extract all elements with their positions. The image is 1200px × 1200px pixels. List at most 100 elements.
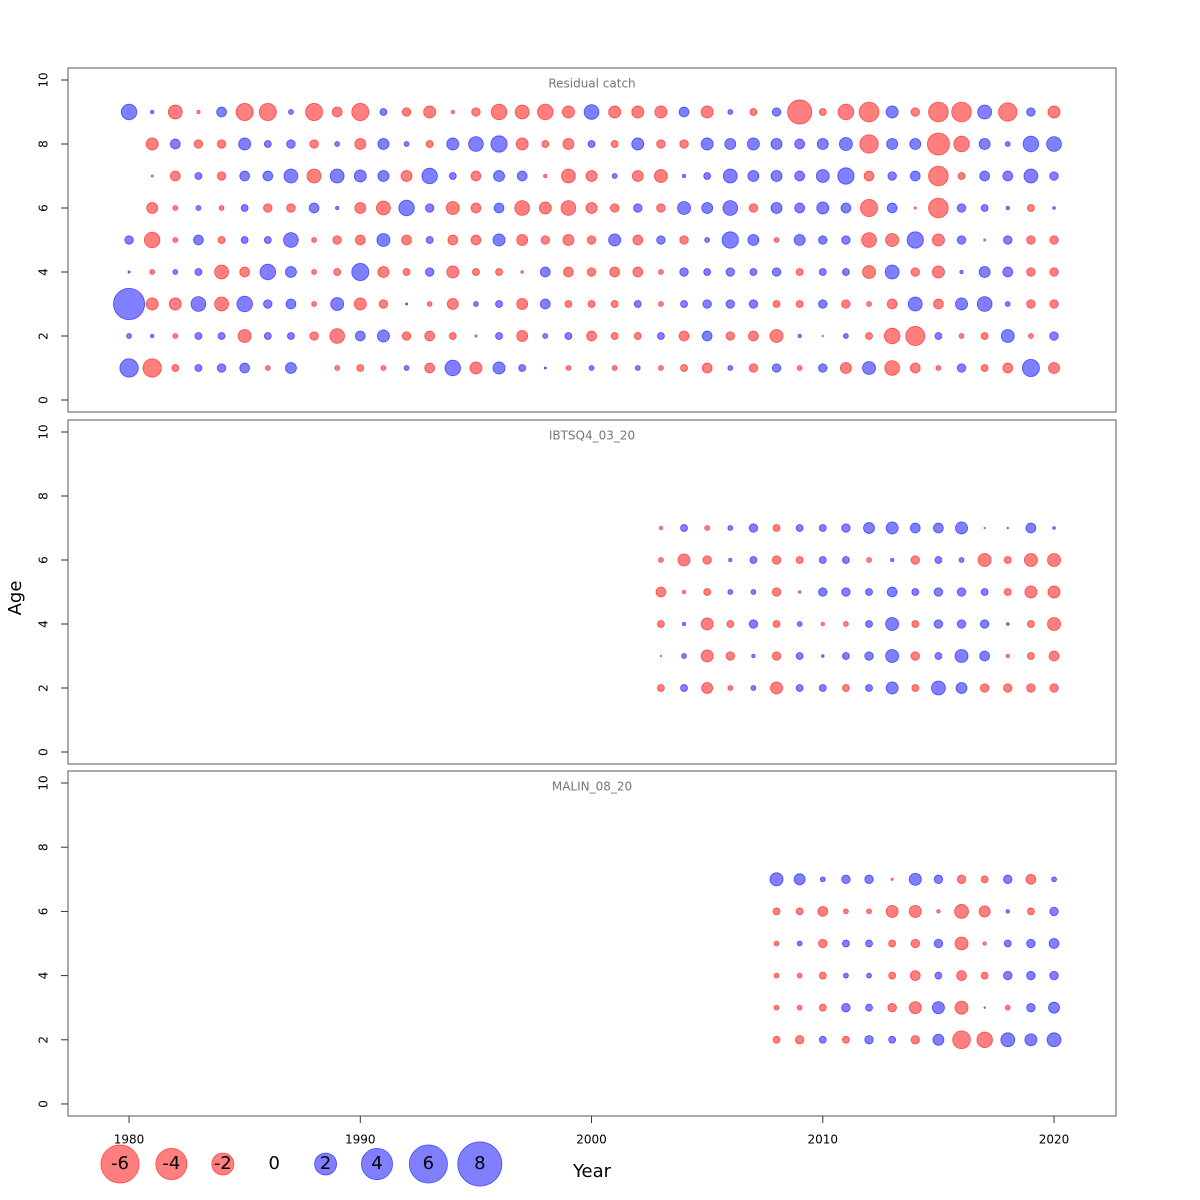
legend-bubble <box>408 1144 448 1184</box>
bubble <box>169 170 181 182</box>
bubble <box>885 105 899 119</box>
bubble <box>1005 909 1010 914</box>
bubble <box>842 684 850 692</box>
bubble <box>585 202 598 214</box>
bubble <box>815 169 830 183</box>
bubble <box>190 296 207 312</box>
bubble <box>424 330 435 342</box>
bubble <box>886 138 899 150</box>
bubble <box>795 652 804 660</box>
bubble <box>1027 907 1035 916</box>
bubble <box>796 1004 803 1011</box>
bubble <box>540 235 550 245</box>
bubble <box>172 205 179 211</box>
bubble <box>796 972 803 979</box>
y-axis-label: Age <box>5 581 26 616</box>
bubble <box>401 107 412 117</box>
bubble <box>493 170 505 182</box>
bubble <box>1005 205 1010 211</box>
bubble <box>330 297 345 311</box>
bubble <box>492 361 506 375</box>
bubble <box>931 1001 945 1015</box>
bubble <box>240 236 249 244</box>
bubble <box>678 330 690 342</box>
y-tick-label: 4 <box>37 268 51 276</box>
bubble <box>773 1004 780 1011</box>
bubble <box>286 139 296 149</box>
bubble <box>1022 135 1040 153</box>
bubble <box>843 621 849 627</box>
bubble <box>677 201 691 215</box>
bubble <box>770 202 783 214</box>
bubble <box>818 299 828 309</box>
y-tick-label: 0 <box>37 396 51 404</box>
bubble <box>859 134 879 154</box>
bubble <box>1048 1001 1060 1014</box>
bubble <box>258 103 277 121</box>
bubble <box>910 938 920 949</box>
bubble <box>656 203 666 213</box>
bubble <box>657 332 665 340</box>
bubble <box>1047 585 1061 599</box>
bubble <box>171 364 180 372</box>
bubble <box>906 231 924 249</box>
bubble <box>217 236 226 244</box>
bubble <box>1049 171 1059 181</box>
y-tick-label: 8 <box>37 492 51 500</box>
bubble <box>305 103 323 121</box>
bubble <box>679 139 689 149</box>
bubble <box>722 200 739 216</box>
bubble <box>816 201 830 215</box>
bubble <box>979 683 990 693</box>
bubble <box>334 365 341 371</box>
bubble <box>866 301 872 307</box>
bubble <box>883 327 901 345</box>
bubble <box>425 236 434 244</box>
bubble <box>980 332 989 340</box>
bubble <box>239 170 251 182</box>
bubble <box>1027 652 1035 660</box>
bubble <box>633 332 642 340</box>
bubble <box>955 682 968 694</box>
bubble <box>216 106 227 118</box>
bubble <box>1047 617 1061 631</box>
bubble <box>470 202 482 214</box>
bubble <box>795 300 804 308</box>
bubble <box>585 170 598 182</box>
bubble <box>769 872 784 887</box>
bubble <box>1049 906 1059 917</box>
bubble <box>885 233 900 247</box>
bubble <box>264 365 271 371</box>
bubble <box>704 237 711 243</box>
bubble <box>1003 970 1013 981</box>
bubble <box>1046 136 1062 152</box>
bubble <box>633 300 642 308</box>
bubble <box>818 108 827 116</box>
bubble <box>194 364 203 372</box>
bubble <box>979 650 990 662</box>
panel-title: IBTSQ4_03_20 <box>549 429 635 443</box>
bubble <box>1026 235 1036 245</box>
bubble <box>543 366 547 370</box>
bubble <box>142 358 162 378</box>
bubble <box>771 587 782 597</box>
y-tick-label: 4 <box>37 972 51 980</box>
bubble <box>951 101 972 123</box>
bubble <box>796 621 803 627</box>
bubble <box>631 137 645 151</box>
bubble <box>119 358 139 378</box>
bubble <box>354 234 366 246</box>
bubble <box>514 200 530 216</box>
bubble <box>309 139 319 149</box>
bubble <box>818 235 828 245</box>
panel-title: Residual catch <box>548 77 635 91</box>
bubble <box>167 104 183 120</box>
panel-title: MALIN_08_20 <box>552 780 632 794</box>
bubble <box>771 555 782 565</box>
bubble <box>748 330 759 342</box>
bubble <box>885 617 900 631</box>
bubble <box>353 169 367 183</box>
bubble <box>725 331 735 341</box>
bubble <box>865 332 873 340</box>
